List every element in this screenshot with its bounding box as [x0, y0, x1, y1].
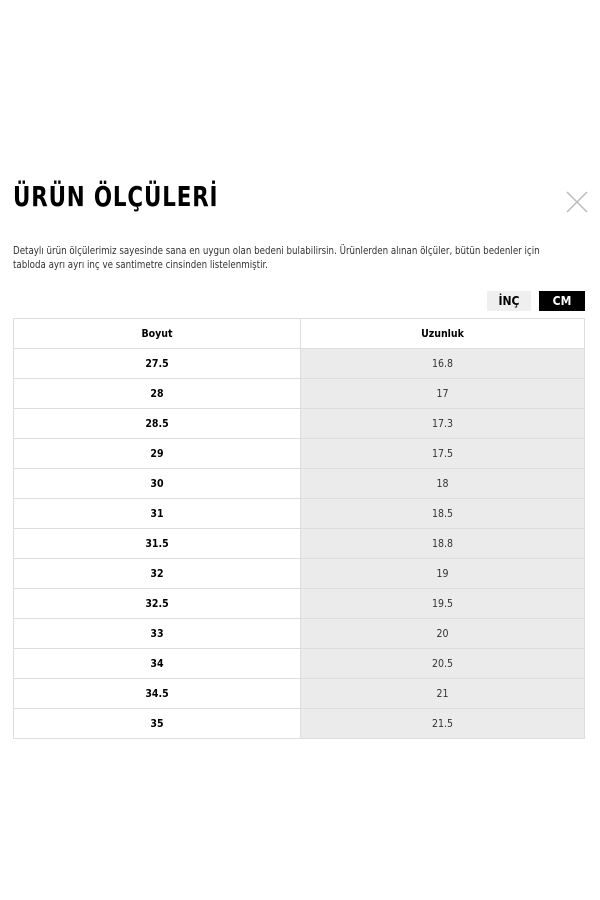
description-line: tabloda ayrı ayrı inç ve santimetre cins… [13, 259, 268, 271]
table-row: 31 18.5 [13, 498, 585, 529]
table-row: 29 17.5 [13, 438, 585, 469]
table-row: 33 20 [13, 618, 585, 649]
header-size: Boyut [13, 318, 301, 349]
length-cell: 16.8 [300, 348, 585, 379]
table-row: 31.5 18.8 [13, 528, 585, 559]
table-row: 34.5 21 [13, 678, 585, 709]
length-cell: 19.5 [300, 588, 585, 619]
size-cell: 27.5 [13, 348, 301, 379]
length-cell: 21.5 [300, 708, 585, 739]
table-row: 35 21.5 [13, 708, 585, 739]
length-cell: 21 [300, 678, 585, 709]
description-line: Detaylı ürün ölçülerimiz sayesinde sana … [13, 245, 540, 257]
size-cell: 35 [13, 708, 301, 739]
size-cell: 34.5 [13, 678, 301, 709]
unit-cm-button[interactable]: CM [539, 291, 585, 311]
size-cell: 33 [13, 618, 301, 649]
length-cell: 18 [300, 468, 585, 499]
size-cell: 32.5 [13, 588, 301, 619]
table-row: 27.5 16.8 [13, 348, 585, 379]
modal-title: ÜRÜN ÖLÇÜLERİ [13, 180, 219, 213]
table-row: 28 17 [13, 378, 585, 409]
length-cell: 19 [300, 558, 585, 589]
description: Detaylı ürün ölçülerimiz sayesinde sana … [13, 244, 542, 272]
length-cell: 17.3 [300, 408, 585, 439]
unit-inch-button[interactable]: İNÇ [487, 291, 531, 311]
length-cell: 17.5 [300, 438, 585, 469]
length-cell: 20.5 [300, 648, 585, 679]
size-cell: 31 [13, 498, 301, 529]
length-cell: 17 [300, 378, 585, 409]
table-row: 30 18 [13, 468, 585, 499]
table-row: 32 19 [13, 558, 585, 589]
size-table: Boyut Uzunluk 27.5 16.8 28 17 28.5 17.3 29 17.5… [13, 318, 585, 739]
size-cell: 34 [13, 648, 301, 679]
size-cell: 32 [13, 558, 301, 589]
header-length: Uzunluk [300, 318, 585, 349]
size-cell: 31.5 [13, 528, 301, 559]
size-cell: 28 [13, 378, 301, 409]
close-icon[interactable] [566, 191, 588, 213]
length-cell: 18.5 [300, 498, 585, 529]
size-cell: 29 [13, 438, 301, 469]
length-cell: 18.8 [300, 528, 585, 559]
table-row: 32.5 19.5 [13, 588, 585, 619]
size-cell: 28.5 [13, 408, 301, 439]
table-row: 28.5 17.3 [13, 408, 585, 439]
table-row: 34 20.5 [13, 648, 585, 679]
length-cell: 20 [300, 618, 585, 649]
size-cell: 30 [13, 468, 301, 499]
